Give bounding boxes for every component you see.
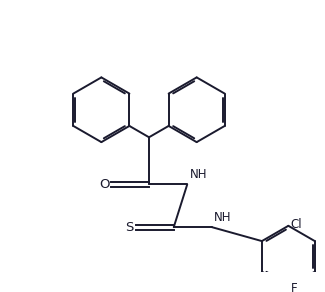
Text: NH: NH	[214, 211, 232, 224]
Text: O: O	[100, 178, 110, 191]
Text: NH: NH	[189, 168, 207, 181]
Text: F: F	[291, 282, 297, 292]
Text: Cl: Cl	[291, 218, 302, 230]
Text: S: S	[125, 221, 134, 234]
